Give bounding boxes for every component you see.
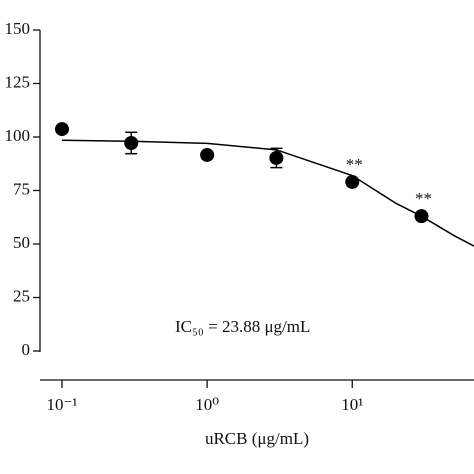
y-tick-label: 100 <box>5 126 31 145</box>
y-tick-label: 75 <box>13 179 30 198</box>
data-point <box>269 150 284 165</box>
fit-curve <box>61 139 474 247</box>
data-point <box>55 122 69 137</box>
y-tick-label: 25 <box>13 286 30 305</box>
y-tick-label: 125 <box>5 72 31 91</box>
data-point <box>200 147 215 162</box>
x-tick-label: 10⁰ <box>195 395 219 414</box>
data-point <box>124 135 139 150</box>
x-axis-label: uRCB (μg/mL) <box>205 429 309 448</box>
y-tick-label: 0 <box>22 340 31 359</box>
x-tick-label: 10⁻¹ <box>46 395 77 414</box>
ic50-annotation: IC₅₀ = 23.88 μg/mL <box>175 317 310 336</box>
y-tick-label: 150 <box>5 19 31 38</box>
significance-label: ** <box>346 155 363 174</box>
x-tick-label: 10¹ <box>341 395 363 414</box>
significance-label: ** <box>415 189 432 208</box>
y-tick-label: 50 <box>13 233 30 252</box>
data-point <box>345 174 360 189</box>
